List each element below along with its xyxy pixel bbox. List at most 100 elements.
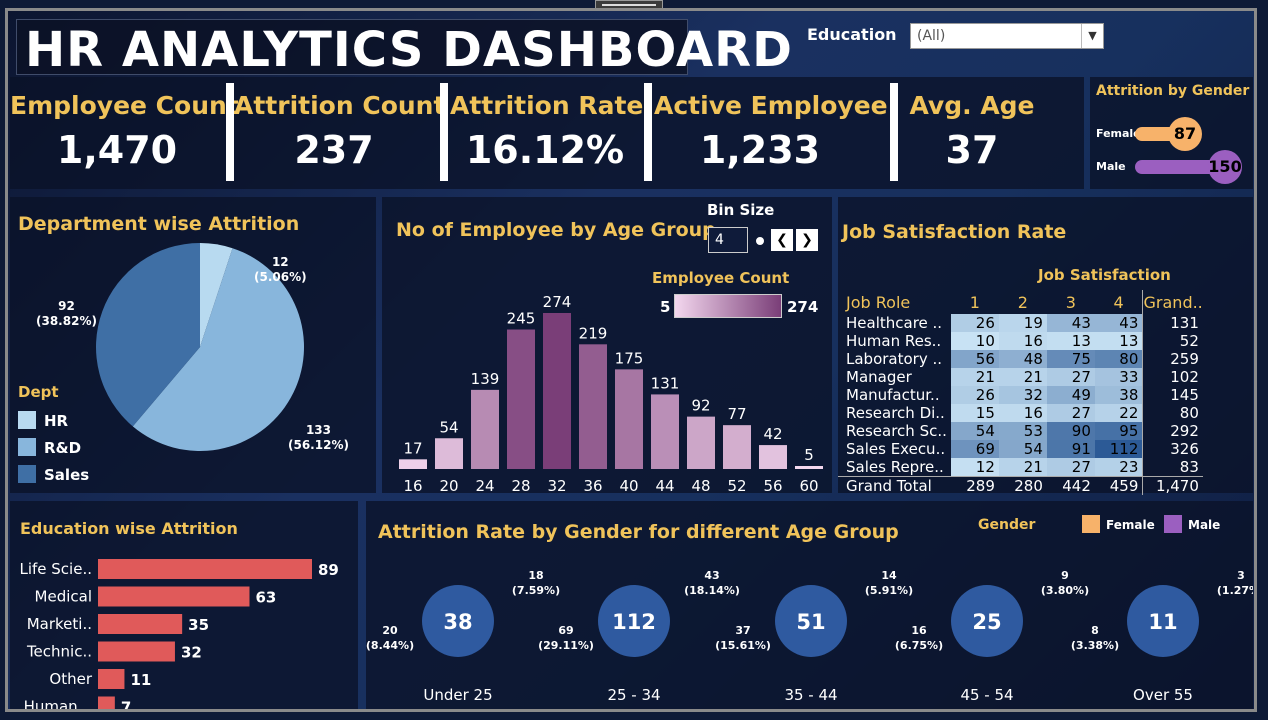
- table-row[interactable]: Manufactur.. 26 32 49 38 145: [838, 386, 1203, 404]
- age-bar[interactable]: [759, 445, 787, 469]
- donut-label-female: 43 (18.14%): [684, 569, 740, 597]
- age-bar[interactable]: [723, 425, 751, 469]
- kpi-label: Avg. Age: [909, 91, 1035, 120]
- col-header-grand: Grand..: [1142, 290, 1203, 314]
- legend-item-male[interactable]: Male: [1164, 515, 1220, 533]
- age-bar-tick: 44: [655, 477, 674, 493]
- kpi-panel: Employee Count 1,470 Attrition Count 237…: [10, 77, 1084, 189]
- legend-item-hr[interactable]: HR: [18, 411, 68, 430]
- age-group-bar-chart: 17 16 54 20 139 24 245 28 274 32 219 36 175 40 131 44 92…: [399, 293, 823, 493]
- age-bar[interactable]: [687, 416, 715, 469]
- edu-bar[interactable]: [98, 641, 175, 662]
- pie-slice-rnd[interactable]: [132, 248, 304, 451]
- edu-bar[interactable]: [98, 696, 115, 713]
- age-bar[interactable]: [399, 459, 427, 469]
- table-cell: 75: [1046, 350, 1095, 368]
- gender-age-title: Attrition Rate by Gender for different A…: [378, 521, 899, 543]
- table-cell: 38: [1094, 386, 1143, 404]
- slider-handle-icon[interactable]: [756, 237, 764, 245]
- edu-bar-value: 11: [130, 671, 151, 689]
- pie-label-rnd: 133 (56.12%): [288, 423, 349, 452]
- kpi-divider: [226, 83, 234, 181]
- age-bar[interactable]: [651, 394, 679, 469]
- job-satisfaction-subheader: Job Satisfaction: [1038, 266, 1171, 284]
- age-bar[interactable]: [579, 344, 607, 469]
- table-row[interactable]: Laboratory .. 56 48 75 80 259: [838, 350, 1203, 368]
- table-row[interactable]: Research Di.. 15 16 27 22 80: [838, 404, 1203, 422]
- color-legend-min: 5: [660, 298, 671, 316]
- legend-item-sales[interactable]: Sales: [18, 465, 89, 484]
- education-attrition-panel: Education wise Attrition Life Scie.. 89 Me…: [10, 501, 358, 713]
- table-row[interactable]: Human Res.. 10 16 13 13 52: [838, 332, 1203, 350]
- table-cell: 91: [1046, 440, 1095, 458]
- job-role-cell: Sales Repre..: [846, 458, 944, 476]
- legend-item-female[interactable]: Female: [1082, 515, 1155, 533]
- age-bar[interactable]: [435, 438, 463, 469]
- edu-bar-label: Marketi..: [27, 615, 92, 633]
- pie-slice-sales[interactable]: [95, 243, 200, 427]
- donut-center: [775, 585, 847, 657]
- kpi-label: Attrition Rate: [450, 91, 644, 120]
- kpi-avg-age: Avg. Age 37: [902, 77, 1042, 189]
- job-role-cell: Laboratory ..: [846, 350, 943, 368]
- table-cell: 27: [1046, 368, 1095, 386]
- table-row[interactable]: Manager 21 21 27 33 102: [838, 368, 1203, 386]
- edu-bar-label: Life Scie..: [19, 560, 92, 578]
- kpi-attrition-rate: Attrition Rate 16.12%: [450, 77, 644, 189]
- row-total-cell: 80: [1142, 404, 1203, 422]
- donut-label-male: 37 (15.61%): [715, 624, 771, 652]
- age-bar[interactable]: [471, 389, 499, 469]
- chevron-right-icon[interactable]: ❯: [796, 229, 818, 251]
- bin-size-input[interactable]: 4: [708, 227, 748, 253]
- bin-size-label: Bin Size: [707, 201, 775, 219]
- job-role-cell: Manufactur..: [846, 386, 940, 404]
- department-pie-chart: [95, 243, 304, 451]
- chevron-down-icon[interactable]: ▼: [1081, 24, 1103, 48]
- pie-label-sales: 92 (38.82%): [36, 299, 97, 328]
- legend-item-rnd[interactable]: R&D: [18, 438, 81, 457]
- age-bar[interactable]: [615, 369, 643, 469]
- table-row[interactable]: Research Sc.. 54 53 90 95 292: [838, 422, 1203, 440]
- pie-slice-hr[interactable]: [200, 243, 233, 347]
- edu-bar[interactable]: [98, 614, 183, 634]
- table-row[interactable]: Healthcare .. 26 19 43 43 131: [838, 314, 1203, 332]
- page-title: HR ANALYTICS DASHBOARD: [25, 22, 793, 78]
- pie-label-hr: 12 (5.06%): [254, 255, 307, 284]
- table-row[interactable]: Sales Execu.. 69 54 91 112 326: [838, 440, 1203, 458]
- kpi-active-employee: Active Employee 1,233: [654, 77, 888, 189]
- edu-bar[interactable]: [98, 559, 312, 579]
- grand-total-cell: 280: [998, 476, 1047, 495]
- chevron-left-icon[interactable]: ❮: [771, 229, 793, 251]
- education-filter-select[interactable]: (All) ▼: [910, 23, 1104, 49]
- age-bar-value: 274: [543, 293, 572, 311]
- table-cell: 15: [950, 404, 999, 422]
- donut-label-female: 18 (7.59%): [512, 569, 560, 597]
- row-total-cell: 259: [1142, 350, 1203, 368]
- color-legend-gradient: [674, 294, 782, 318]
- table-cell: 43: [1046, 314, 1095, 332]
- donut-group-label: 35 - 44: [784, 686, 837, 704]
- age-bar[interactable]: [795, 466, 823, 469]
- edu-bar-label: Other: [49, 670, 92, 688]
- table-cell: 27: [1046, 404, 1095, 422]
- edu-bar[interactable]: [98, 669, 125, 689]
- dashboard: HR ANALYTICS DASHBOARD Education (All) ▼…: [5, 8, 1257, 712]
- age-bar-value: 5: [804, 446, 814, 464]
- table-cell: 19: [998, 314, 1047, 332]
- age-bar[interactable]: [507, 329, 535, 469]
- edu-bar[interactable]: [98, 586, 250, 607]
- edu-bar-label: Medical: [35, 588, 92, 606]
- row-total-cell: 131: [1142, 314, 1203, 332]
- age-bar[interactable]: [543, 313, 571, 469]
- table-cell: 56: [950, 350, 999, 368]
- table-row[interactable]: Sales Repre.. 12 21 27 23 83: [838, 458, 1203, 477]
- donut-label-male: 69 (29.11%): [538, 624, 594, 652]
- age-bar-value: 139: [471, 370, 500, 388]
- donut-label-female: 3(1.27%): [1217, 569, 1253, 597]
- age-bar-tick: 16: [403, 477, 422, 493]
- edu-bar-value: 32: [181, 644, 202, 662]
- donut-group-label: Under 25: [423, 686, 492, 704]
- job-role-cell: Research Di..: [846, 404, 945, 422]
- department-attrition-panel: Department wise Attrition 12 (5.06%) 92 (3…: [10, 197, 376, 493]
- table-cell: 13: [1046, 332, 1095, 350]
